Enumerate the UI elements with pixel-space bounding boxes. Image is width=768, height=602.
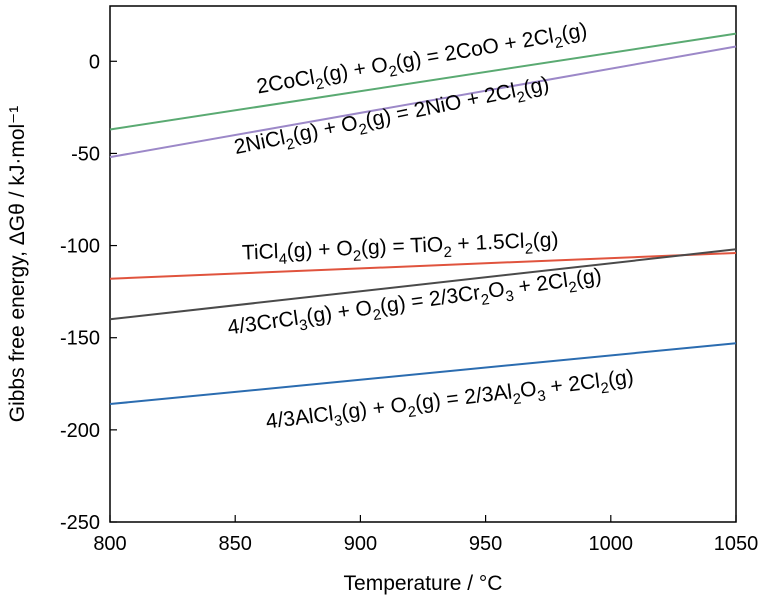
x-tick-label: 850 — [219, 533, 252, 555]
plot-frame — [109, 5, 737, 523]
series-line — [109, 251, 737, 280]
series-line — [109, 248, 737, 321]
x-tick-label: 1050 — [714, 533, 759, 555]
reaction-label: TiCl4(g) + O2(g) = TiO2 + 1.5Cl2(g) — [241, 228, 559, 269]
x-axis-title: Temperature / °C — [344, 572, 503, 595]
y-tick-label: -200 — [60, 420, 100, 442]
x-tick-label: 900 — [344, 533, 377, 555]
y-tick-label: -150 — [60, 328, 100, 350]
reaction-annotations: 2CoCl2(g) + O2(g) = 2CoO + 2Cl2(g)2NiCl2… — [226, 19, 636, 438]
x-tick-label: 800 — [93, 533, 126, 555]
reaction-label: 4/3AlCl3(g) + O2(g) = 2/3Al2O3 + 2Cl2(g) — [265, 365, 636, 438]
y-tick-label: -50 — [71, 143, 100, 165]
y-axis-title: Gibbs free energy, ΔGθ / kJ·mol⁻¹ — [6, 106, 29, 423]
x-tick-label: 950 — [469, 533, 502, 555]
series-line — [109, 342, 737, 406]
y-tick-label: 0 — [89, 51, 100, 73]
reaction-label: 4/3CrCl3(g) + O2(g) = 2/3Cr2O3 + 2Cl2(g) — [226, 264, 603, 344]
y-tick-label: -100 — [60, 236, 100, 258]
series-lines — [109, 32, 737, 406]
x-tick-label: 1000 — [589, 533, 634, 555]
axis-ticks: 800 850 900 950 1000 1050 0 -50 -100 -150 -200 -250 — [60, 51, 758, 555]
series-line — [109, 32, 737, 131]
series-line — [109, 45, 737, 159]
y-tick-label: -250 — [60, 512, 100, 534]
